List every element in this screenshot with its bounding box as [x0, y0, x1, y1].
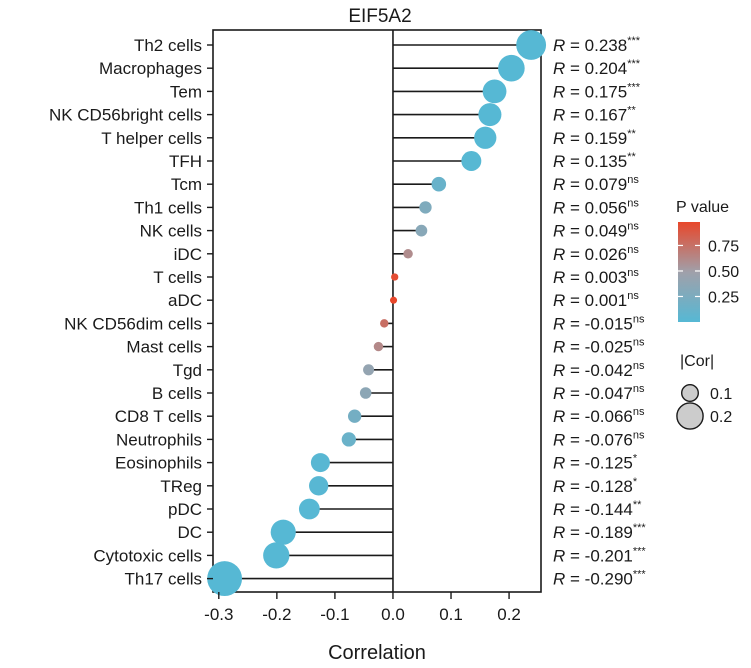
- x-tick-label-3: 0.0: [381, 605, 405, 624]
- category-label-20: pDC: [168, 500, 202, 519]
- dot-11: [389, 296, 398, 304]
- category-label-21: DC: [177, 523, 202, 542]
- dot-6: [431, 176, 447, 192]
- category-labels: Th2 cells Macrophages Tem NK CD56bright cel…: [49, 36, 213, 589]
- r-label-9: R = 0.026ns: [553, 244, 639, 264]
- r-value-labels: R = 0.238*** R = 0.204*** R = 0.175*** R = …: [553, 35, 646, 589]
- category-label-1: Macrophages: [99, 59, 202, 78]
- r-label-13: R = -0.025ns: [553, 337, 645, 357]
- dot-2: [482, 79, 507, 104]
- category-label-0: Th2 cells: [134, 36, 202, 55]
- dot-0: [516, 30, 547, 60]
- dot-13: [373, 341, 384, 352]
- dot-7: [419, 201, 432, 214]
- category-label-16: CD8 T cells: [115, 407, 202, 426]
- r-label-8: R = 0.049ns: [553, 221, 639, 241]
- dot-5: [461, 151, 482, 171]
- category-label-23: Th17 cells: [125, 570, 202, 589]
- category-label-7: Th1 cells: [134, 198, 202, 217]
- x-tick-label-0: -0.3: [204, 605, 233, 624]
- legend-p-value-title: P value: [676, 199, 729, 216]
- dot-21: [270, 519, 296, 545]
- dot-20: [298, 498, 320, 520]
- legend-p-value: P value 0.75 0.50 0.25: [676, 199, 739, 322]
- r-label-3: R = 0.167**: [553, 105, 636, 125]
- dot-3: [478, 103, 502, 127]
- dot-15: [359, 387, 372, 399]
- r-label-5: R = 0.135**: [553, 151, 636, 171]
- category-label-17: Neutrophils: [116, 430, 202, 449]
- r-label-14: R = -0.042ns: [553, 360, 645, 380]
- dot-22: [263, 542, 290, 569]
- x-tick-label-2: -0.1: [320, 605, 349, 624]
- r-label-23: R = -0.290***: [553, 569, 646, 589]
- category-label-18: Eosinophils: [115, 454, 202, 473]
- category-label-19: TReg: [160, 477, 202, 496]
- legend-p-tick-1: 0.50: [708, 264, 739, 281]
- r-label-16: R = -0.066ns: [553, 406, 645, 426]
- r-label-4: R = 0.159**: [553, 128, 636, 148]
- dot-4: [474, 126, 497, 149]
- chart-title: EIF5A2: [348, 6, 411, 27]
- r-label-2: R = 0.175***: [553, 81, 641, 101]
- category-label-15: B cells: [152, 384, 202, 403]
- legend-cor-title: |Cor|: [680, 353, 714, 370]
- category-label-12: NK CD56dim cells: [64, 314, 202, 333]
- legend-p-tick-2: 0.25: [708, 289, 739, 306]
- lollipop-dots: [207, 30, 547, 597]
- x-axis-ticks: -0.3 -0.2 -0.1 0.0 0.1 0.2: [204, 592, 521, 624]
- category-label-6: Tcm: [171, 175, 202, 194]
- category-label-22: Cytotoxic cells: [93, 546, 202, 565]
- dot-23: [207, 561, 243, 597]
- r-label-21: R = -0.189***: [553, 522, 646, 542]
- dot-10: [391, 273, 399, 281]
- r-label-11: R = 0.001ns: [553, 290, 639, 310]
- r-label-0: R = 0.238***: [553, 35, 641, 55]
- category-label-11: aDC: [168, 291, 202, 310]
- dot-19: [309, 476, 329, 496]
- r-label-10: R = 0.003ns: [553, 267, 639, 287]
- r-label-12: R = -0.015ns: [553, 313, 645, 333]
- legend-size-circle-0: [681, 384, 700, 403]
- dot-9: [403, 249, 413, 259]
- legend-p-value-colorbar: [678, 222, 700, 322]
- dot-12: [380, 319, 389, 328]
- legend-size-label-0: 0.1: [710, 386, 732, 403]
- x-axis-title: Correlation: [328, 642, 426, 664]
- dot-1: [498, 54, 525, 82]
- legend-p-tick-0: 0.75: [708, 238, 739, 255]
- category-label-5: TFH: [169, 152, 202, 171]
- r-label-22: R = -0.201***: [553, 545, 646, 565]
- category-label-4: T helper cells: [101, 129, 202, 148]
- r-label-7: R = 0.056ns: [553, 197, 639, 217]
- plot-frame: [212, 29, 542, 593]
- legend-cor-size: |Cor| 0.1 0.2: [676, 353, 732, 430]
- category-label-3: NK CD56bright cells: [49, 106, 202, 125]
- legend-size-label-1: 0.2: [710, 409, 732, 426]
- dot-14: [363, 364, 375, 376]
- category-label-9: iDC: [174, 245, 202, 264]
- dot-8: [415, 224, 428, 237]
- r-label-18: R = -0.125*: [553, 453, 638, 473]
- dot-18: [310, 453, 330, 473]
- r-label-1: R = 0.204***: [553, 58, 641, 78]
- dot-17: [341, 432, 356, 447]
- r-label-19: R = -0.128*: [553, 476, 638, 496]
- x-tick-label-5: 0.2: [497, 605, 521, 624]
- category-label-14: Tgd: [173, 361, 202, 380]
- x-tick-label-4: 0.1: [439, 605, 463, 624]
- category-label-10: T cells: [153, 268, 202, 287]
- dot-16: [347, 409, 362, 423]
- r-label-6: R = 0.079ns: [553, 174, 639, 194]
- category-label-8: NK cells: [140, 222, 202, 241]
- r-label-20: R = -0.144**: [553, 499, 642, 519]
- r-label-17: R = -0.076ns: [553, 429, 645, 449]
- x-tick-label-1: -0.2: [262, 605, 291, 624]
- r-label-15: R = -0.047ns: [553, 383, 645, 403]
- legend-size-circle-1: [676, 402, 704, 430]
- category-label-2: Tem: [170, 82, 202, 101]
- category-label-13: Mast cells: [126, 338, 202, 357]
